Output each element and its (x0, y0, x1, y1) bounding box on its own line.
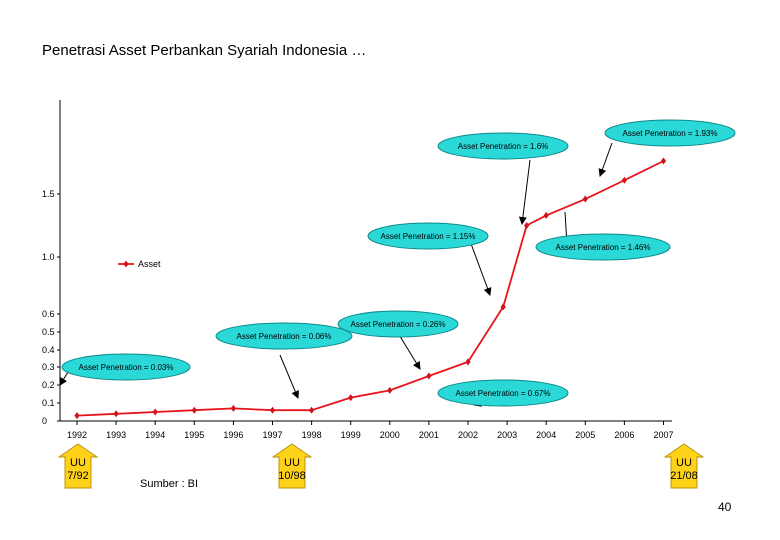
callout-bubble (437, 132, 569, 160)
callout-pointer (279, 354, 299, 399)
y-tick-label: 0.4 (42, 345, 55, 355)
law-label-line1: UU (70, 457, 86, 469)
y-tick-label: 0.1 (42, 398, 55, 408)
y-tick-label: 1.0 (42, 252, 55, 262)
callout-label: Asset Penetration = 1.46% (556, 243, 651, 252)
source-note: Sumber : BI (140, 478, 199, 490)
x-tick-label: 1995 (184, 430, 204, 440)
legend-marker (123, 260, 129, 268)
data-point (543, 211, 549, 219)
callout-pointer (469, 240, 492, 296)
data-point (500, 303, 506, 311)
data-point (582, 195, 588, 203)
x-tick-labels: 1992 1993 1994 1995 1996 1997 1998 1999 2000 2001… (67, 421, 674, 440)
data-point (269, 406, 276, 414)
callout-label: Asset Penetration = 0.06% (237, 332, 332, 341)
callout-label: Asset Penetration = 1.93% (623, 129, 718, 138)
callout-pointer (518, 159, 531, 225)
data-point (74, 412, 80, 420)
law-arrow (663, 443, 705, 489)
callout-pointer (397, 332, 421, 370)
x-tick-label: 1992 (67, 430, 87, 440)
callout-bubble (337, 310, 459, 338)
callout-pointer (598, 142, 613, 177)
x-tick-label: 1993 (106, 430, 126, 440)
x-tick-label: 2003 (497, 430, 517, 440)
callout-bubble (535, 233, 671, 261)
law-arrow (271, 443, 313, 489)
x-tick-label: 2002 (458, 430, 478, 440)
data-point (113, 410, 119, 418)
y-tick-label: 0.3 (42, 362, 55, 372)
callout-bubble (215, 322, 353, 350)
x-tick-label: 2001 (419, 430, 439, 440)
page-number: 40 (718, 500, 732, 514)
x-tick-label: 1999 (341, 430, 361, 440)
callout-bubble (367, 222, 489, 250)
x-tick-label: 1994 (145, 430, 165, 440)
data-point (387, 386, 393, 394)
callout-label: Asset Penetration = 0.03% (79, 363, 174, 372)
law-label-line2: 7/92 (67, 470, 88, 482)
callout-label: Asset Penetration = 1.15% (381, 232, 476, 241)
law-arrow (57, 443, 99, 489)
series-markers (74, 157, 667, 420)
legend: Asset (118, 259, 161, 269)
law-label-line2: 21/08 (670, 470, 698, 482)
callout-bubble (437, 379, 569, 407)
y-tick-label: 0 (42, 416, 47, 426)
law-label-line1: UU (284, 457, 300, 469)
x-tick-label: 2000 (380, 430, 400, 440)
callout-label: Asset Penetration = 0.67% (456, 389, 551, 398)
x-tick-label: 1997 (262, 430, 282, 440)
x-tick-label: 2007 (653, 430, 673, 440)
data-point (309, 406, 315, 414)
x-tick-label: 2004 (536, 430, 556, 440)
callout-label: Asset Penetration = 1.6% (458, 142, 549, 151)
y-tick-label: 0.5 (42, 327, 55, 337)
y-tick-label: 1.5 (42, 189, 55, 199)
y-tick-labels: 0 0.1 0.2 0.3 0.4 0.5 0.6 1.0 1.5 (42, 189, 60, 426)
law-label-line1: UU (676, 457, 692, 469)
callout-bubble (604, 119, 736, 147)
data-point (524, 222, 530, 229)
callout-label: Asset Penetration = 0.26% (351, 320, 446, 329)
x-tick-label: 2006 (614, 430, 634, 440)
data-point (465, 358, 471, 366)
callout-pointer (59, 371, 69, 386)
x-tick-label: 2005 (575, 430, 595, 440)
data-point (348, 394, 354, 402)
y-tick-label: 0.6 (42, 309, 55, 319)
data-point (152, 408, 158, 416)
x-tick-label: 1996 (223, 430, 243, 440)
data-point (660, 157, 667, 165)
data-point (426, 372, 432, 380)
data-point (230, 404, 236, 412)
x-tick-label: 1998 (302, 430, 322, 440)
slide-title: Penetrasi Asset Perbankan Syariah Indone… (42, 42, 367, 59)
y-tick-label: 0.2 (42, 380, 55, 390)
callout-bubble (61, 353, 191, 381)
callouts: Asset Penetration = 1.93% Asset Penetrati… (61, 119, 736, 407)
data-point (621, 176, 627, 184)
law-label-line2: 10/98 (278, 470, 306, 482)
legend-label: Asset (138, 259, 161, 269)
data-point (191, 406, 197, 414)
